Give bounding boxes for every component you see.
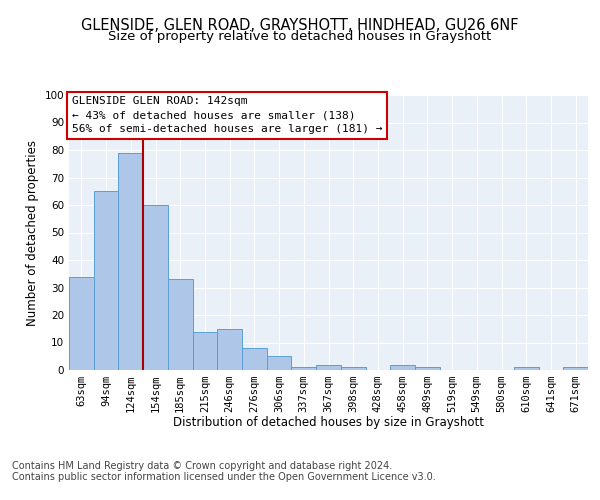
Bar <box>316 364 341 370</box>
Text: GLENSIDE, GLEN ROAD, GRAYSHOTT, HINDHEAD, GU26 6NF: GLENSIDE, GLEN ROAD, GRAYSHOTT, HINDHEAD… <box>81 18 519 32</box>
Bar <box>563 367 588 370</box>
Bar <box>118 153 143 370</box>
Bar <box>69 276 94 370</box>
Bar <box>415 367 440 370</box>
Bar <box>267 356 292 370</box>
Text: Distribution of detached houses by size in Grayshott: Distribution of detached houses by size … <box>173 416 484 429</box>
Bar <box>143 205 168 370</box>
Bar <box>242 348 267 370</box>
Bar <box>514 367 539 370</box>
Bar <box>217 329 242 370</box>
Bar <box>193 332 217 370</box>
Text: Size of property relative to detached houses in Grayshott: Size of property relative to detached ho… <box>109 30 491 43</box>
Bar <box>168 279 193 370</box>
Bar <box>94 191 118 370</box>
Text: Contains public sector information licensed under the Open Government Licence v3: Contains public sector information licen… <box>12 472 436 482</box>
Y-axis label: Number of detached properties: Number of detached properties <box>26 140 39 326</box>
Bar <box>341 367 365 370</box>
Text: Contains HM Land Registry data © Crown copyright and database right 2024.: Contains HM Land Registry data © Crown c… <box>12 461 392 471</box>
Bar <box>390 364 415 370</box>
Text: GLENSIDE GLEN ROAD: 142sqm
← 43% of detached houses are smaller (138)
56% of sem: GLENSIDE GLEN ROAD: 142sqm ← 43% of deta… <box>71 96 382 134</box>
Bar <box>292 367 316 370</box>
